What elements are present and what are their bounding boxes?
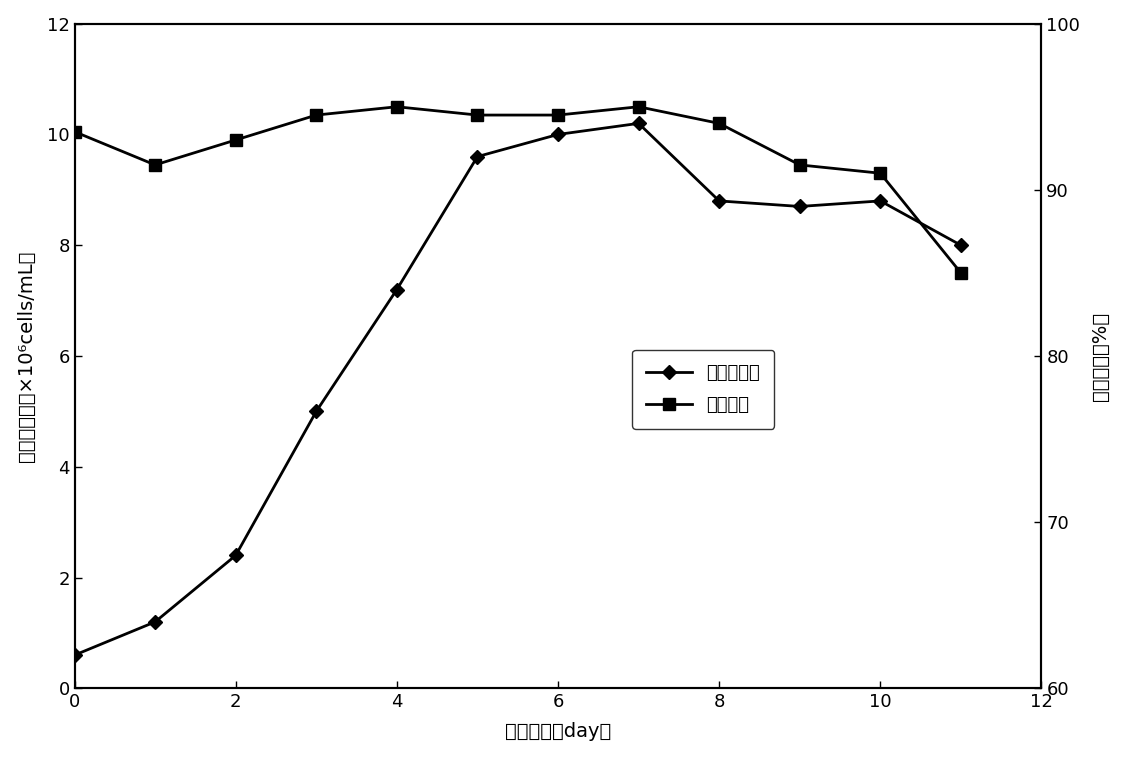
细胞活率: [68, 127, 81, 136]
Legend: 活细胞密度, 细胞活率: 活细胞密度, 细胞活率: [632, 349, 774, 429]
细胞活率: [390, 102, 403, 111]
活细胞密度: [471, 152, 485, 161]
细胞活率: [471, 111, 485, 120]
活细胞密度: [955, 241, 968, 250]
活细胞密度: [229, 551, 242, 560]
细胞活率: [873, 169, 887, 178]
细胞活率: [632, 102, 646, 111]
活细胞密度: [390, 285, 403, 294]
细胞活率: [310, 111, 323, 120]
Line: 活细胞密度: 活细胞密度: [70, 118, 966, 660]
活细胞密度: [712, 196, 726, 205]
活细胞密度: [873, 196, 887, 205]
细胞活率: [229, 136, 242, 145]
细胞活率: [712, 119, 726, 128]
Y-axis label: 细胞活率（%）: 细胞活率（%）: [1091, 312, 1110, 400]
Line: 细胞活率: 细胞活率: [69, 102, 967, 278]
活细胞密度: [632, 119, 646, 128]
活细胞密度: [310, 407, 323, 416]
细胞活率: [149, 161, 162, 170]
活细胞密度: [551, 130, 565, 139]
细胞活率: [793, 161, 807, 170]
细胞活率: [955, 268, 968, 277]
X-axis label: 培养时间（day）: 培养时间（day）: [505, 722, 611, 741]
活细胞密度: [793, 202, 807, 211]
活细胞密度: [149, 617, 162, 626]
细胞活率: [551, 111, 565, 120]
活细胞密度: [68, 650, 81, 659]
Y-axis label: 活细胞密度（×10⁶cells/mL）: 活细胞密度（×10⁶cells/mL）: [17, 250, 36, 462]
